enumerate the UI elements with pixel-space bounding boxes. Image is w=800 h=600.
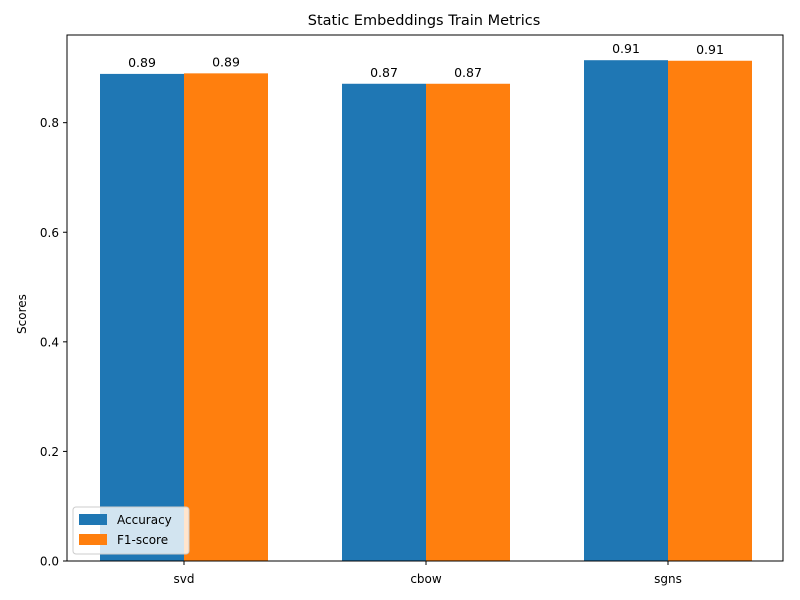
x-tick-label-sgns: sgns <box>654 572 682 586</box>
bar-f1-score-sgns <box>668 60 752 562</box>
value-label: 0.87 <box>370 65 398 80</box>
y-tick-label: 0.0 <box>40 555 59 569</box>
legend-swatch-f1-score <box>79 534 107 545</box>
y-tick-label: 0.2 <box>40 445 59 459</box>
bar-accuracy-svd <box>100 73 184 561</box>
bar-f1-score-svd <box>184 73 268 562</box>
bar-accuracy-sgns <box>584 60 668 562</box>
chart-title: Static Embeddings Train Metrics <box>308 13 541 29</box>
legend-swatch-accuracy <box>79 514 107 525</box>
plot-frame <box>66 34 784 562</box>
value-label: 0.89 <box>128 55 156 70</box>
value-label: 0.91 <box>696 42 724 57</box>
x-axis-ticks: svd cbow sgns <box>174 561 682 586</box>
legend-label: Accuracy <box>117 513 172 527</box>
bar-f1-score-cbow <box>426 83 510 561</box>
y-axis-label: Scores <box>15 294 29 334</box>
y-tick-label: 0.4 <box>40 335 59 349</box>
y-tick-label: 0.6 <box>40 226 59 240</box>
legend-label: F1-score <box>117 533 168 547</box>
value-label: 0.87 <box>454 65 482 80</box>
y-axis-ticks: 0.0 0.2 0.4 0.6 0.8 <box>40 116 67 569</box>
bars-group <box>100 60 752 562</box>
y-tick-label: 0.8 <box>40 116 59 130</box>
x-tick-label-svd: svd <box>174 572 195 586</box>
value-labels-group: 0.89 0.89 0.87 0.87 0.91 0.91 <box>128 41 724 80</box>
legend: Accuracy F1-score <box>72 506 190 555</box>
value-label: 0.91 <box>612 41 640 56</box>
bar-accuracy-cbow <box>342 83 426 561</box>
value-label: 0.89 <box>212 54 240 69</box>
x-tick-label-cbow: cbow <box>410 572 442 586</box>
